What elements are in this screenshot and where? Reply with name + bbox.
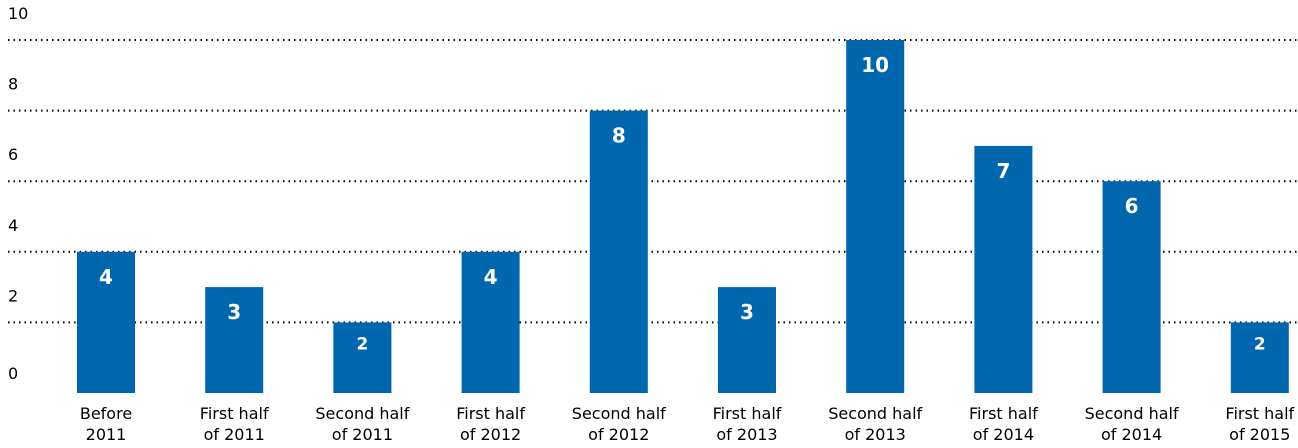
bar [77,251,135,393]
category-label: of 2011 [332,425,393,444]
data-label: 3 [227,300,241,324]
data-label: 3 [740,300,754,324]
bar [846,40,905,393]
category-label: 2011 [86,425,127,444]
category-label: First half [200,404,269,423]
category-label: of 2015 [1229,425,1290,444]
category-label: Second half [828,404,922,423]
y-tick-label: 0 [8,364,18,383]
category-label: Second half [1085,404,1179,423]
y-tick-label: 4 [8,216,18,235]
bars [77,40,1289,393]
data-label: 2 [1254,334,1266,354]
bar [1102,181,1161,393]
y-tick-label: 2 [8,286,18,305]
bar [589,110,648,393]
data-labels: 4 3 2 4 8 3 10 7 6 2 [99,53,1266,354]
category-label: First half [969,404,1038,423]
data-label: 4 [99,265,113,289]
y-tick-label: 10 [8,4,28,23]
category-label: of 2012 [588,425,649,444]
y-tick-label: 8 [8,75,18,94]
data-label: 6 [1125,194,1139,218]
data-label: 7 [996,159,1010,183]
bar [1230,322,1289,393]
category-label: of 2013 [716,425,777,444]
data-label: 10 [861,53,889,77]
data-label: 2 [356,334,368,354]
category-label: First half [713,404,782,423]
category-label: of 2012 [460,425,521,444]
category-label: First half [1225,404,1294,423]
category-label: Before [80,404,132,423]
category-label: Second half [572,404,666,423]
bar [205,287,264,393]
y-tick-label: 6 [8,145,18,164]
bar [974,145,1033,393]
bar [333,322,392,393]
category-label: of 2014 [1101,425,1162,444]
data-label: 8 [612,124,626,148]
bar [718,287,776,393]
category-label: of 2013 [845,425,906,444]
category-label: First half [456,404,525,423]
data-label: 4 [484,265,498,289]
x-axis-category-labels: Before 2011 First half of 2011 Second half of… [80,404,1295,444]
category-label: of 2011 [204,425,265,444]
category-label: Second half [315,404,409,423]
bar [461,251,520,393]
category-label: of 2014 [973,425,1034,444]
y-axis-tick-labels: 0 2 4 6 8 10 [8,4,28,383]
